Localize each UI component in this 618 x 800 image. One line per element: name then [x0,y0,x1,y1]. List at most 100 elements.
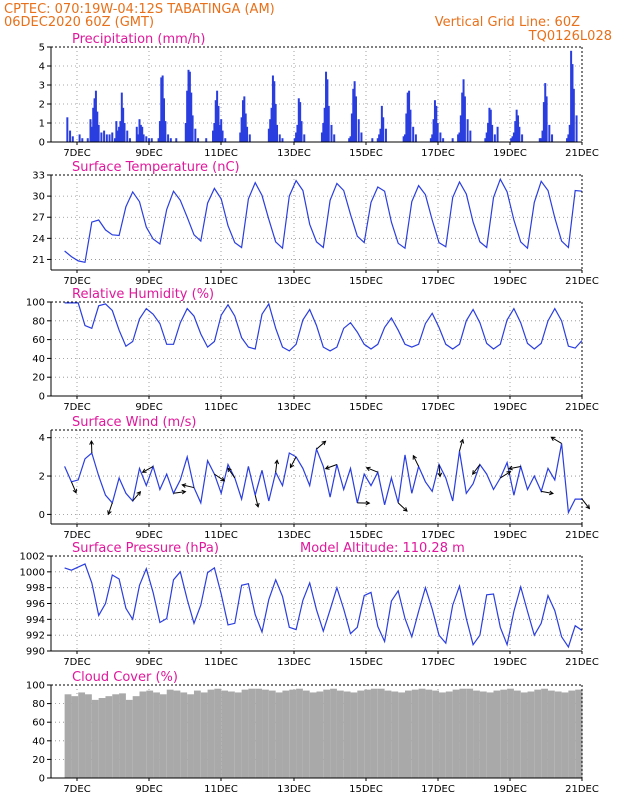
precip-bar [160,77,163,142]
precip-bar [243,96,246,142]
pressure-annotation: Model Altitude: 110.28 m [300,541,465,556]
precip-xtick-label: 7DEC [63,148,90,159]
precip-bar [406,92,409,142]
cloud-bar [513,690,521,778]
humidity-xtick-label: 17DEC [421,402,455,413]
cloud-bar [459,688,467,778]
wind-arrow [472,464,481,475]
precip-bar [137,134,140,142]
precip-bar [135,126,138,142]
precip-bar [175,138,178,142]
precip-bar [408,90,411,142]
precip-bar [512,132,515,142]
precip-bar [567,134,570,142]
cloud-xtick-label: 15DEC [349,784,383,795]
precip-bar [379,128,382,142]
precip-bar [188,71,191,142]
wind-xtick-label: 13DEC [277,530,311,541]
pressure-title: Surface Pressure (hPa) [72,541,219,556]
precip-bar [186,90,189,142]
header-location: CPTEC: 070:19W-04:12S TABATINGA (AM) [4,2,275,17]
wind-arrow-head [585,504,591,510]
precip-bar [197,138,200,142]
cloud-bar [255,688,263,778]
precip-bar [348,138,351,142]
precip-bar [142,134,145,142]
precip-bar [300,121,303,142]
wind-arrow [551,436,562,444]
cloud-ytick-label: 40 [32,736,45,747]
pressure-ytick-label: 994 [26,615,45,626]
cloud-bar [418,688,426,778]
precip-ytick-label: 2 [39,100,45,111]
wind-xtick-label: 19DEC [493,530,527,541]
pressure-xtick-label: 19DEC [493,657,527,668]
precip-bar [267,128,270,142]
precip-bar [326,79,329,142]
precip-bar [572,88,575,142]
precip-bar [496,126,499,142]
wind-arrow [325,464,338,470]
wind-arrow [438,464,441,477]
cloud-xtick-label: 21DEC [565,784,599,795]
precip-bar [542,102,545,142]
precip-bar [436,123,439,142]
precip-bar [510,138,513,142]
precip-bar [469,130,472,142]
temperature-ytick-label: 24 [32,234,45,245]
cloud-bar [547,690,555,778]
wind-arrow-head [506,471,512,476]
cloud-bar [153,692,160,778]
precip-bar [514,121,517,142]
precip-bar [382,117,385,142]
precip-bar [157,138,160,142]
precip-bar [296,124,299,142]
wind-arrow-head [136,490,142,496]
precip-bar [551,134,554,142]
humidity-xtick-label: 13DEC [277,402,311,413]
precip-xtick-label: 9DEC [135,148,162,159]
precip-bar [220,119,223,142]
precip-bar [518,126,521,142]
precip-bar [66,117,69,142]
precip-bar [357,119,360,142]
wind-arrow-head [324,465,330,470]
cloud-bar [105,696,113,778]
humidity-xtick-label: 21DEC [565,402,599,413]
cloud-bar [486,692,494,778]
precip-bar [123,123,126,142]
precip-bar [293,138,296,142]
precip-bar [216,90,219,142]
precip-bar [69,130,72,142]
cloud-bar [479,691,487,778]
precip-bar [278,134,281,142]
humidity-title: Relative Humidity (%) [72,287,214,302]
cloud-xtick-label: 13DEC [277,784,311,795]
precip-bar [548,124,551,142]
cloud-bar [411,689,419,778]
wind-xtick-label: 9DEC [135,530,162,541]
cloud-bar [85,694,92,778]
cloud-bar [452,689,460,778]
wind-line [64,443,582,515]
cloud-bar [357,690,365,778]
cloud-bar [493,690,501,778]
precip-xtick-label: 13DEC [277,148,311,159]
precip-bar [246,126,249,142]
wind-panel: Surface Wind (m/s) 0 2 4 7DEC 9DEC 11DEC 13DEC 1… [39,415,599,541]
wind-arrow [541,490,554,494]
precip-bar [402,136,405,142]
temperature-xtick-label: 21DEC [565,276,599,287]
cloud-bar [370,688,378,778]
precip-bar [541,130,544,142]
wind-arrow [397,502,408,512]
precip-bar [169,138,172,142]
humidity-xtick-label: 15DEC [349,402,383,413]
wind-arrow-head [550,436,556,441]
cloud-bar [364,689,371,778]
temperature-panel: Surface Temperature (nC) 21 24 27 30 33 7DEC 9D… [32,160,599,287]
precip-bar [194,128,197,142]
header-grid-line: Vertical Grid Line: 60Z [435,15,580,30]
cloud-bar [275,692,283,778]
wind-arrow [227,467,236,479]
